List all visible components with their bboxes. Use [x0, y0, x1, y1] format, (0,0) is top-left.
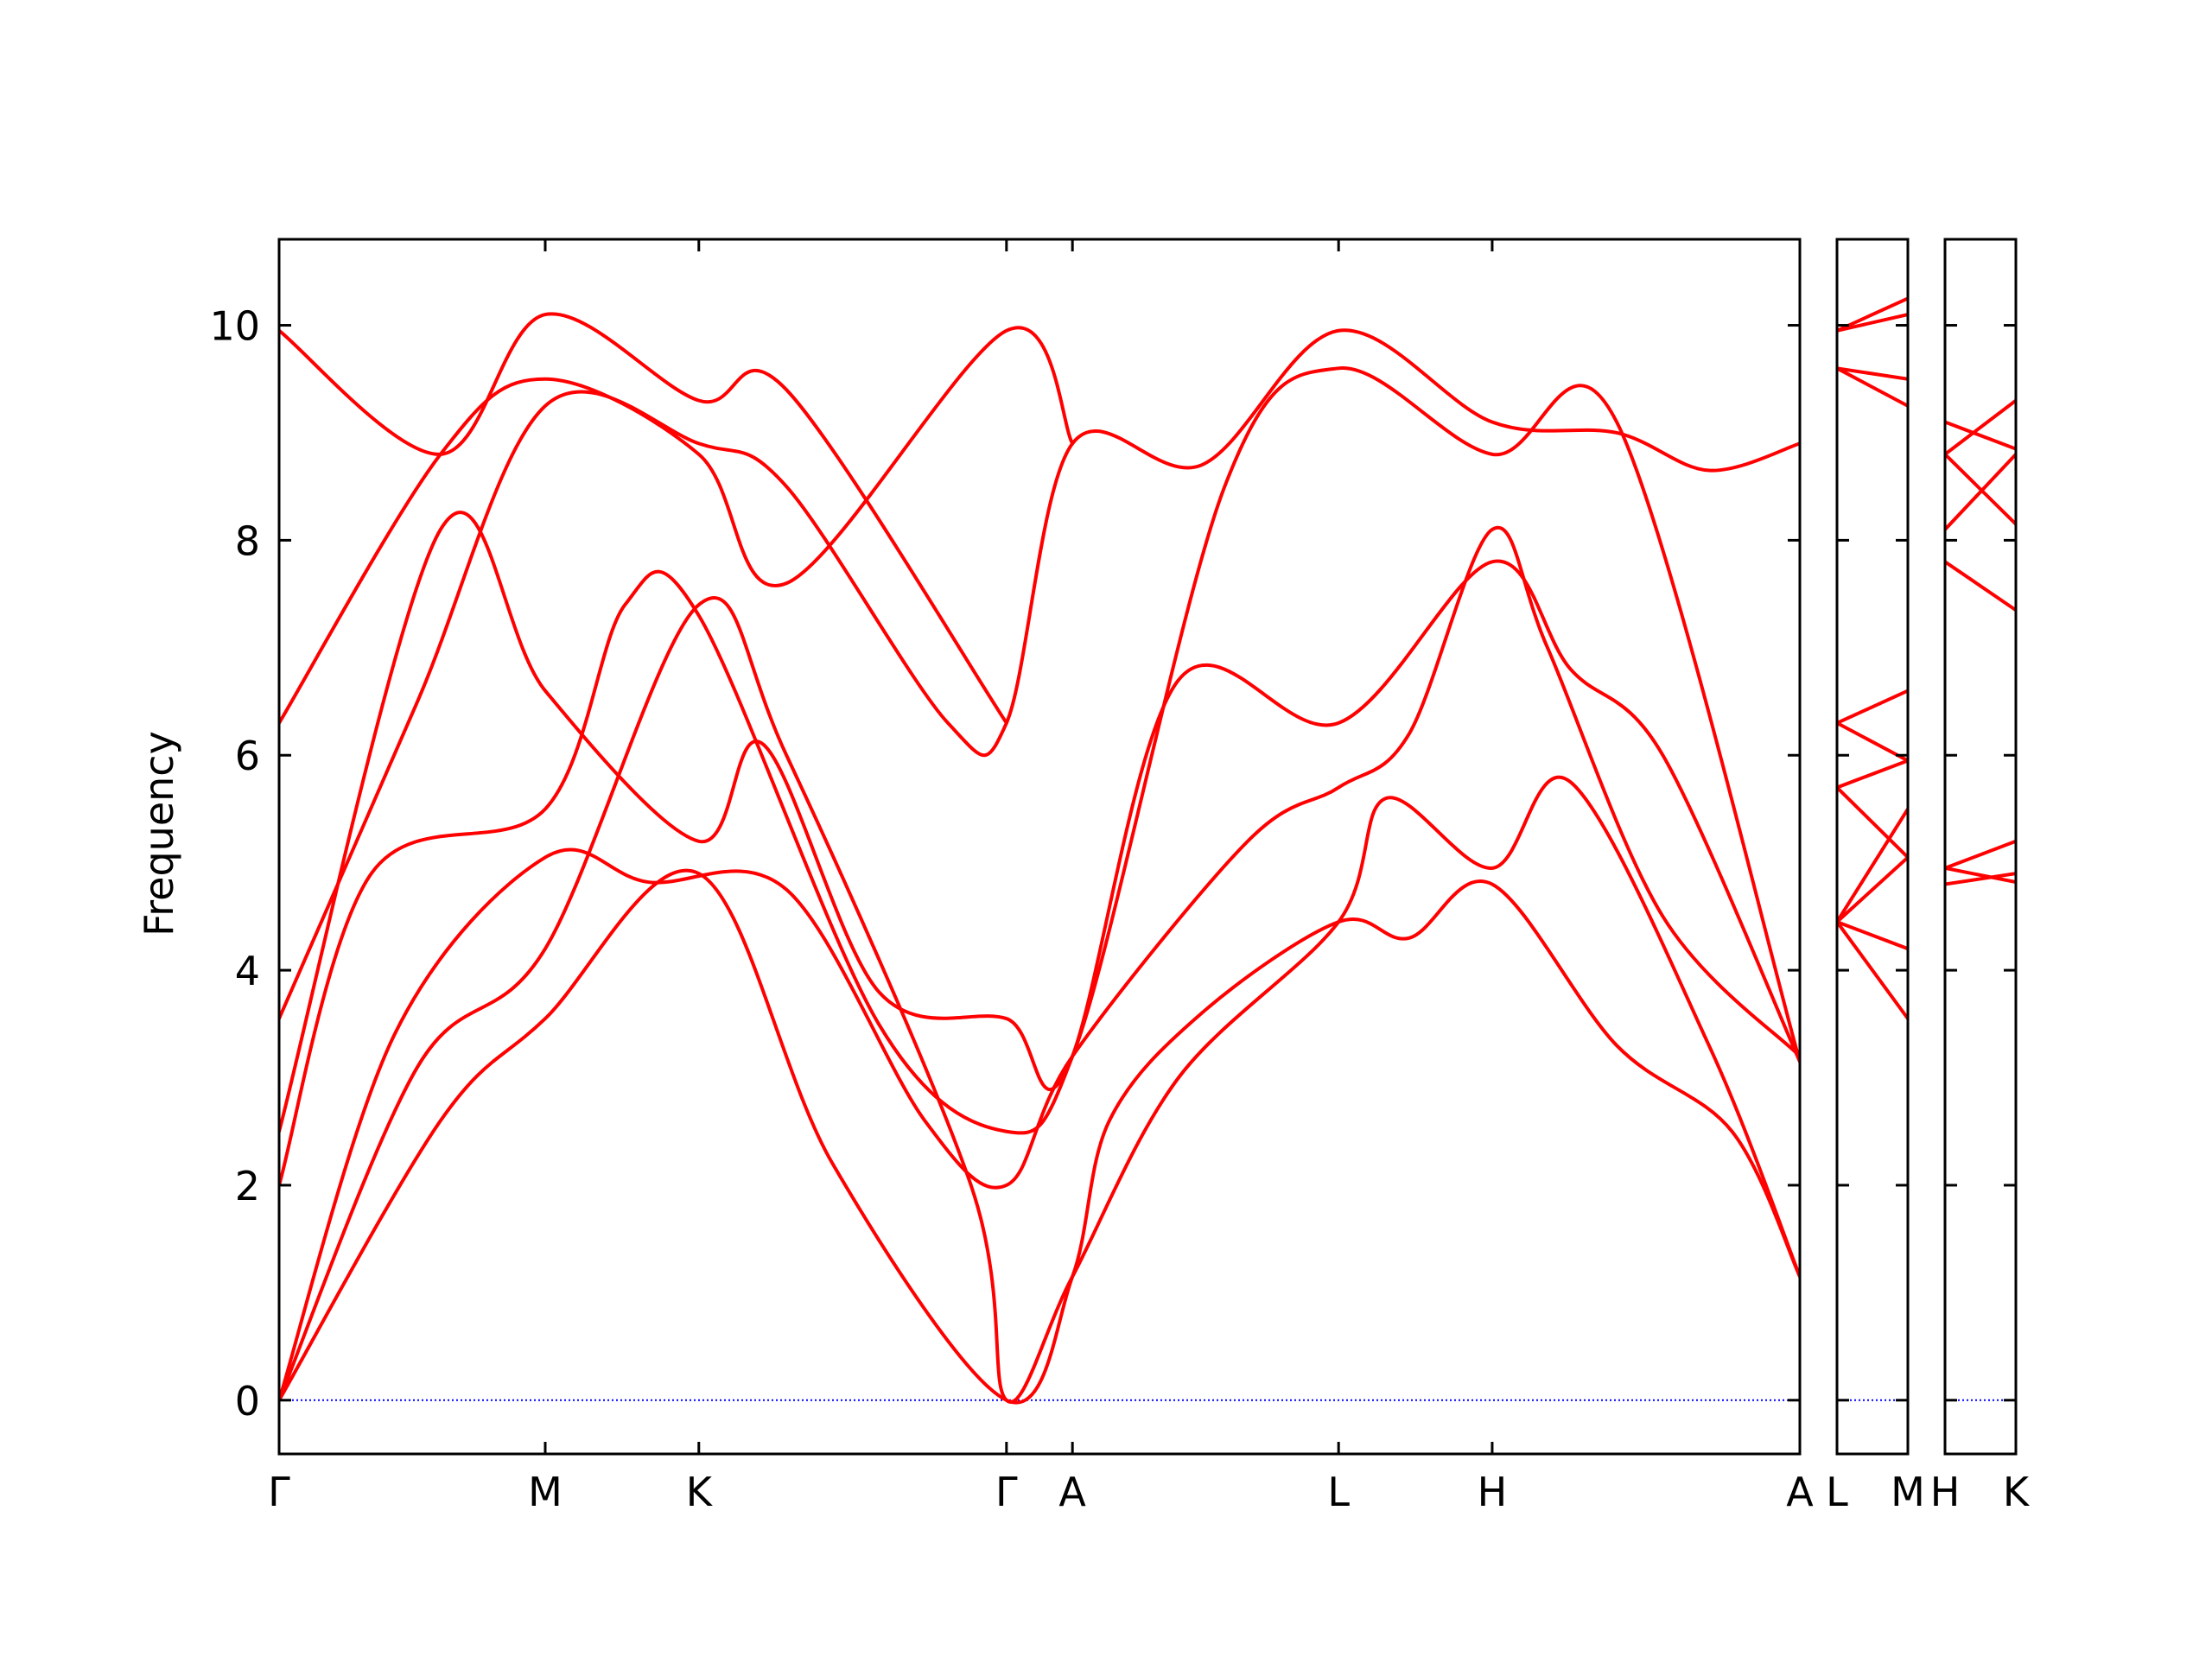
x-tick-label: A	[1058, 1469, 1086, 1515]
phonon-band	[279, 525, 1800, 1402]
x-tick-label: A	[1786, 1469, 1814, 1515]
x-tick-label: M	[528, 1469, 563, 1515]
phonon-band	[1945, 872, 2016, 886]
phonon-band	[1945, 420, 2016, 451]
phonon-band	[279, 868, 1800, 1405]
phonon-band	[1945, 839, 2016, 870]
x-tick-label: L	[1826, 1469, 1848, 1515]
x-tick-label: H	[1478, 1469, 1508, 1515]
x-tick-label: K	[2003, 1469, 2031, 1515]
y-tick-label: 6	[235, 733, 260, 779]
x-tick-label: H	[1930, 1469, 1961, 1515]
phonon-band	[1837, 920, 1908, 951]
phonon-band	[1945, 452, 2016, 531]
x-tick-label: Γ	[268, 1469, 290, 1515]
axes-frame	[1943, 238, 2018, 1456]
plot-area	[279, 312, 1800, 1405]
y-tick-label: 10	[209, 303, 260, 350]
phonon-band	[1837, 366, 1908, 381]
phonon-band	[279, 328, 1800, 1021]
plot-area	[1837, 296, 1908, 1401]
y-tick-label: 8	[235, 517, 260, 564]
phonon-band	[1945, 560, 2016, 613]
phonon-band	[1945, 452, 2016, 526]
x-tick-label: K	[686, 1469, 714, 1515]
phonon-band	[1837, 759, 1908, 790]
axes-frame	[1835, 238, 1910, 1456]
phonon-band	[1837, 785, 1908, 860]
phonon-band	[279, 326, 1075, 725]
phonon-band	[1837, 366, 1908, 408]
phonon-band	[1837, 920, 1908, 1021]
phonon-band	[279, 312, 1008, 725]
x-tick-label: Γ	[995, 1469, 1018, 1515]
x-tick-label: M	[1891, 1469, 1925, 1515]
phonon-band	[1837, 689, 1908, 725]
phonon-band	[1945, 866, 2016, 885]
phonon-band	[1945, 398, 2016, 456]
y-tick-label: 2	[235, 1163, 260, 1209]
axes-frame	[277, 238, 1802, 1456]
phonon-band	[279, 366, 1800, 1133]
phonon-band	[1837, 313, 1908, 333]
y-tick-label: 0	[235, 1378, 260, 1425]
phonon-band	[279, 596, 1800, 1404]
x-tick-label: L	[1327, 1469, 1350, 1515]
phonon-band	[1837, 807, 1908, 924]
phonon-band	[279, 559, 1800, 1187]
y-axis-label: Frequency	[136, 731, 182, 936]
plot-area	[1945, 398, 2016, 1401]
phonon-band	[1837, 855, 1908, 924]
y-tick-label: 4	[235, 948, 260, 994]
